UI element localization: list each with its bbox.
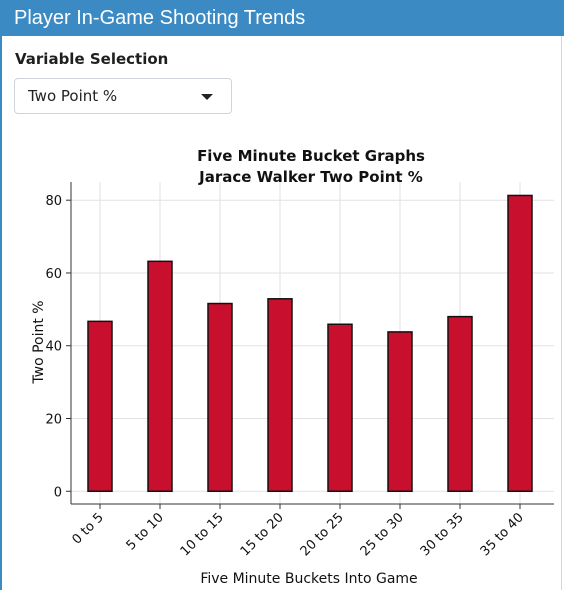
bar <box>267 298 293 493</box>
chart-svg: Five Minute Bucket Graphs Jarace Walker … <box>31 147 554 587</box>
y-tick-label: 80 <box>45 194 62 209</box>
y-tick-label: 20 <box>45 412 62 427</box>
x-tick-label: 20 to 25 <box>298 510 347 559</box>
x-tick-label: 5 to 10 <box>124 510 167 553</box>
bar <box>507 194 533 493</box>
bar <box>387 331 413 493</box>
bucket-bar-chart: Five Minute Bucket Graphs Jarace Walker … <box>2 130 564 590</box>
x-tick-label: 25 to 30 <box>358 510 407 559</box>
x-tick-label: 0 to 5 <box>69 510 106 547</box>
grid-lines <box>71 182 554 504</box>
x-tick-label: 15 to 20 <box>238 510 287 559</box>
x-tick-label: 10 to 15 <box>178 510 227 559</box>
bar <box>87 320 113 493</box>
y-axis-label: Two Point % <box>31 300 47 384</box>
chart-subtitle: Jarace Walker Two Point % <box>198 168 423 186</box>
bar <box>447 315 473 493</box>
x-tick-label: 30 to 35 <box>418 510 467 559</box>
y-tick-label: 0 <box>54 485 62 500</box>
bar <box>207 302 233 493</box>
variable-select[interactable]: Two Point % <box>14 78 232 114</box>
panel-title: Player In-Game Shooting Trends <box>14 7 306 29</box>
x-tick-label: 35 to 40 <box>478 510 527 559</box>
y-tick-label: 40 <box>45 340 62 355</box>
panel-header: Player In-Game Shooting Trends <box>2 0 564 36</box>
variable-selection-label: Variable Selection <box>15 50 169 68</box>
y-tick-label: 60 <box>45 267 62 282</box>
bar <box>147 260 173 493</box>
x-axis-label: Five Minute Buckets Into Game <box>200 571 417 587</box>
chart-title: Five Minute Bucket Graphs <box>197 147 425 165</box>
caret-down-icon[interactable] <box>201 94 213 100</box>
variable-select-value: Two Point % <box>28 87 118 105</box>
bar <box>327 323 353 493</box>
